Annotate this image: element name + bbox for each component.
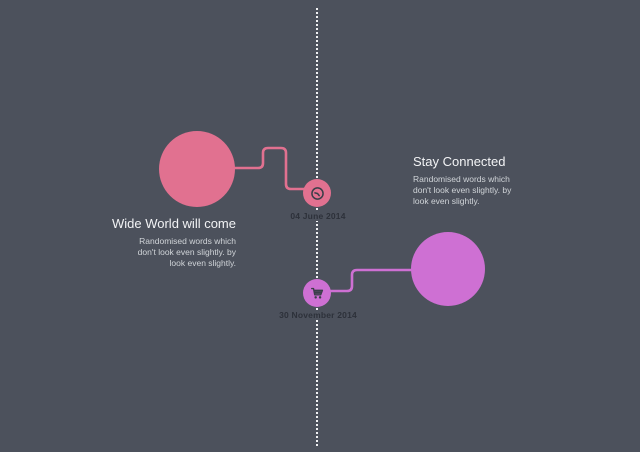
- event1-connector-line: [233, 146, 306, 191]
- timeline-dotted-line: [316, 8, 318, 448]
- desc-line: Randomised words which: [139, 236, 236, 246]
- cart-icon: [310, 287, 323, 299]
- event1-text-block: Wide World will come Randomised words wh…: [66, 216, 236, 269]
- event2-marker[interactable]: [303, 279, 331, 307]
- event1-title: Wide World will come: [111, 216, 236, 231]
- event1-date: 04 June 2014: [258, 211, 378, 221]
- desc-line: Randomised words which: [413, 174, 510, 184]
- desc-line: look even slightly.: [413, 196, 480, 206]
- event2-title: Stay Connected: [413, 154, 506, 169]
- event2-description: Randomised words which don't look even s…: [413, 174, 583, 207]
- desc-line: look even slightly.: [169, 258, 236, 268]
- event2-date: 30 November 2014: [238, 310, 398, 320]
- event1-bubble: [159, 131, 235, 207]
- event2-connector-line: [329, 268, 414, 293]
- event1-marker[interactable]: [303, 179, 331, 207]
- event2-text-block: Stay Connected Randomised words which do…: [413, 154, 583, 207]
- event2-bubble: [411, 232, 485, 306]
- desc-line: don't look even slightly. by: [413, 185, 512, 195]
- event1-description: Randomised words which don't look even s…: [66, 236, 236, 269]
- clock-icon: [310, 186, 324, 200]
- desc-line: don't look even slightly. by: [137, 247, 236, 257]
